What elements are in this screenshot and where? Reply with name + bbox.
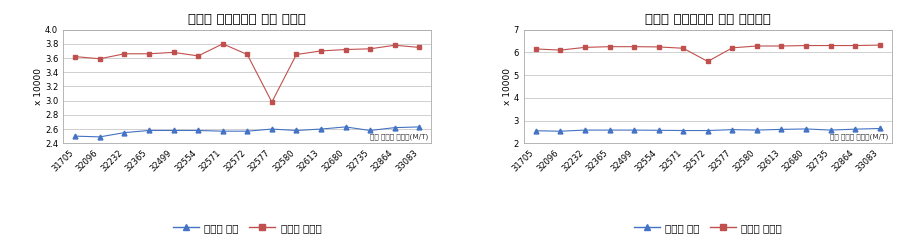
회수수 사용	[315, 127, 326, 130]
회수수 미사용	[678, 47, 688, 50]
회수수 미사용	[217, 42, 228, 45]
회수수 미사용	[119, 52, 130, 55]
Line: 회수수 미사용: 회수수 미사용	[73, 41, 422, 104]
회수수 사용	[414, 125, 424, 128]
Legend: 회수수 사용, 회수수 미사용: 회수수 사용, 회수수 미사용	[169, 219, 325, 237]
회수수 사용	[267, 127, 278, 130]
회수수 미사용	[751, 44, 762, 47]
회수수 사용	[365, 129, 376, 132]
회수수 사용	[703, 129, 714, 132]
회수수 미사용	[291, 53, 302, 56]
회수수 미사용	[801, 44, 812, 47]
회수수 사용	[678, 129, 688, 132]
회수수 미사용	[267, 101, 278, 103]
Line: 회수수 사용: 회수수 사용	[533, 126, 882, 134]
회수수 사용	[70, 135, 81, 138]
회수수 미사용	[605, 45, 615, 48]
회수수 사용	[825, 129, 836, 132]
회수수 미사용	[168, 51, 179, 54]
회수수 미사용	[365, 47, 376, 50]
Title: 회수수 사용여부에 따른 폐수량: 회수수 사용여부에 따른 폐수량	[188, 13, 306, 26]
회수수 사용	[531, 129, 542, 132]
회수수 사용	[291, 129, 302, 132]
회수수 사용	[605, 129, 615, 132]
회수수 사용	[241, 130, 252, 133]
Y-axis label: x 10000: x 10000	[503, 68, 512, 105]
회수수 미사용	[825, 44, 836, 47]
Legend: 회수수 사용, 회수수 미사용: 회수수 사용, 회수수 미사용	[630, 219, 786, 237]
회수수 사용	[751, 129, 762, 132]
회수수 미사용	[653, 45, 664, 48]
회수수 미사용	[629, 45, 640, 48]
회수수 사용	[217, 130, 228, 133]
회수수 사용	[168, 129, 179, 132]
회수수 미사용	[414, 46, 424, 49]
회수수 사용	[776, 128, 787, 131]
회수수 미사용	[874, 44, 885, 47]
회수수 사용	[340, 125, 350, 128]
회수수 사용	[389, 126, 400, 129]
회수수 사용	[874, 127, 885, 130]
회수수 미사용	[703, 60, 714, 63]
회수수 사용	[579, 129, 590, 132]
회수수 사용	[801, 127, 812, 130]
Text: 섬유 제조량 미터톤(M/T): 섬유 제조량 미터톤(M/T)	[369, 133, 428, 140]
Line: 회수수 미사용: 회수수 미사용	[533, 43, 882, 64]
회수수 미사용	[315, 49, 326, 52]
회수수 사용	[143, 129, 154, 132]
회수수 미사용	[143, 52, 154, 55]
회수수 미사용	[193, 54, 204, 57]
회수수 미사용	[95, 57, 105, 60]
회수수 사용	[850, 128, 860, 131]
회수수 미사용	[531, 47, 542, 50]
회수수 미사용	[727, 46, 738, 49]
회수수 미사용	[70, 55, 81, 58]
회수수 사용	[193, 129, 204, 132]
회수수 미사용	[555, 49, 566, 52]
Text: 섬유 제조량 미터톤(M/T): 섬유 제조량 미터톤(M/T)	[830, 133, 888, 140]
Title: 회수수 사용여부에 따른 물사용량: 회수수 사용여부에 따른 물사용량	[645, 13, 770, 26]
회수수 미사용	[579, 46, 590, 49]
회수수 사용	[653, 129, 664, 132]
회수수 미사용	[776, 44, 787, 47]
회수수 사용	[629, 129, 640, 132]
회수수 미사용	[340, 48, 350, 51]
회수수 미사용	[241, 53, 252, 56]
Y-axis label: x 10000: x 10000	[34, 68, 43, 105]
회수수 미사용	[389, 44, 400, 47]
회수수 사용	[119, 131, 130, 134]
Line: 회수수 사용: 회수수 사용	[73, 124, 422, 139]
회수수 사용	[95, 135, 105, 138]
회수수 사용	[555, 130, 566, 133]
회수수 사용	[727, 128, 738, 131]
회수수 미사용	[850, 44, 860, 47]
